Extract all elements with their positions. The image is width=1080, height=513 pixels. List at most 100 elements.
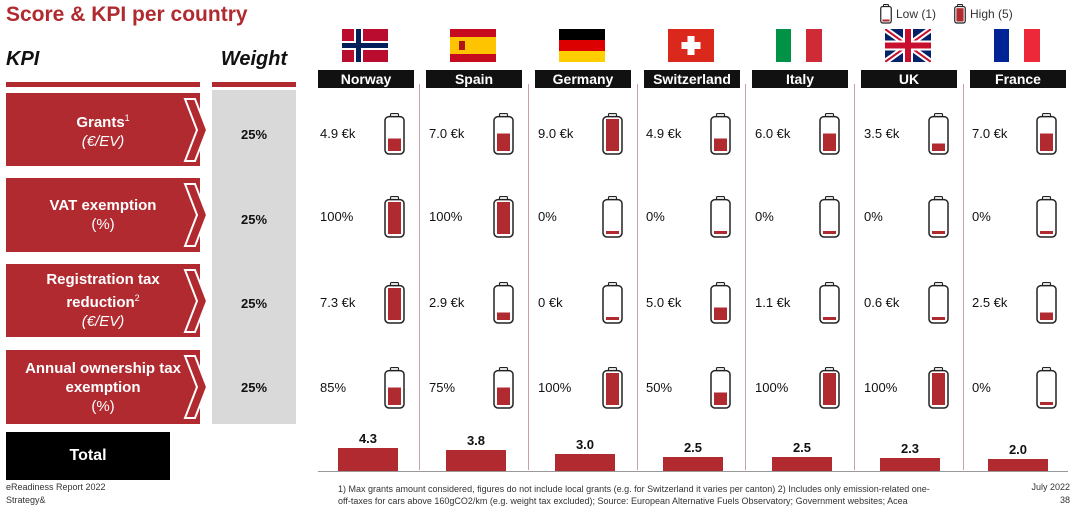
battery-score-icon bbox=[1036, 367, 1057, 409]
battery-fill bbox=[388, 288, 401, 320]
kpi-value-france: 0% bbox=[972, 209, 991, 224]
battery-body bbox=[819, 284, 840, 324]
battery-fill bbox=[388, 202, 401, 234]
total-label: Total bbox=[6, 432, 170, 480]
column-separator bbox=[854, 84, 855, 470]
weight-value: 25% bbox=[240, 212, 268, 227]
chevron-right-icon bbox=[183, 269, 209, 333]
battery-body bbox=[1036, 369, 1057, 409]
kpi-value-germany: 0% bbox=[538, 209, 557, 224]
battery-score-icon bbox=[602, 113, 623, 155]
battery-score-icon bbox=[602, 196, 623, 238]
kpi-value-uk: 3.5 €k bbox=[864, 126, 900, 141]
column-separator bbox=[745, 84, 746, 470]
kpi-unit: (%) bbox=[91, 397, 115, 415]
weight-value: 25% bbox=[240, 380, 268, 395]
battery-fill bbox=[714, 307, 727, 320]
total-bar-switzerland bbox=[663, 457, 723, 471]
battery-score-icon bbox=[384, 196, 405, 238]
weight-header: Weight bbox=[220, 48, 288, 70]
battery-score-icon bbox=[384, 113, 405, 155]
footer-note-line1: 1) Max grants amount considered, figures… bbox=[338, 484, 930, 494]
kpi-name: Grants bbox=[76, 113, 125, 131]
legend-high: High (5) bbox=[954, 4, 1013, 24]
total-value-germany: 3.0 bbox=[575, 437, 595, 452]
battery-body bbox=[602, 284, 623, 324]
kpi-value-germany: 0 €k bbox=[538, 295, 563, 310]
total-bar-uk bbox=[880, 458, 940, 471]
battery-fill bbox=[606, 373, 619, 405]
battery-score-icon bbox=[1036, 113, 1057, 155]
italy-flag-icon bbox=[776, 29, 822, 62]
kpi-name: Registration tax reduction bbox=[46, 271, 160, 311]
battery-body bbox=[928, 284, 949, 324]
kpi-vat-exemption: VAT exemption (%) bbox=[6, 178, 200, 252]
norway-flag-icon bbox=[342, 29, 388, 62]
kpi-unit: (%) bbox=[91, 216, 115, 233]
battery-body bbox=[819, 198, 840, 238]
battery-score-icon bbox=[928, 113, 949, 155]
battery-fill bbox=[823, 317, 836, 320]
battery-score-icon bbox=[384, 367, 405, 409]
battery-fill bbox=[823, 231, 836, 234]
battery-fill bbox=[714, 231, 727, 234]
weight-value: 25% bbox=[240, 296, 268, 311]
battery-fill bbox=[714, 392, 727, 405]
weight-value: 25% bbox=[240, 127, 268, 142]
total-bar-france bbox=[988, 459, 1048, 471]
kpi-header-rule bbox=[6, 82, 200, 87]
france-flag-icon bbox=[994, 29, 1040, 62]
total-value-italy: 2.5 bbox=[792, 440, 812, 455]
battery-fill bbox=[497, 133, 510, 151]
kpi-value-norway: 100% bbox=[320, 209, 354, 224]
battery-score-icon bbox=[493, 196, 514, 238]
country-header-uk: UK bbox=[861, 70, 957, 88]
germany-flag-icon bbox=[559, 29, 605, 62]
battery-score-icon bbox=[819, 196, 840, 238]
legend: Low (1) High (5) bbox=[880, 4, 1031, 24]
totals-baseline bbox=[318, 471, 1068, 472]
kpi-value-switzerland: 4.9 €k bbox=[646, 126, 682, 141]
total-bar-spain bbox=[446, 450, 506, 471]
battery-fill bbox=[497, 202, 510, 234]
battery-score-icon bbox=[602, 282, 623, 324]
total-value-france: 2.0 bbox=[1008, 442, 1028, 457]
battery-score-icon bbox=[819, 282, 840, 324]
battery-score-icon bbox=[819, 113, 840, 155]
country-header-switzerland: Switzerland bbox=[644, 70, 740, 88]
battery-fill bbox=[606, 119, 619, 151]
kpi-value-spain: 2.9 €k bbox=[429, 295, 465, 310]
battery-body bbox=[602, 198, 623, 238]
kpi-annual-ownership-tax: Annual ownership tax exemption (%) bbox=[6, 350, 200, 424]
battery-score-icon bbox=[928, 282, 949, 324]
kpi-grants: Grants1 (€/EV) bbox=[6, 93, 200, 166]
spain-flag-icon bbox=[450, 29, 496, 62]
legend-high-label: High (5) bbox=[970, 7, 1013, 21]
kpi-name: VAT exemption bbox=[49, 197, 157, 214]
battery-score-icon bbox=[602, 367, 623, 409]
footer-date: July 2022 bbox=[1031, 482, 1070, 492]
kpi-value-italy: 100% bbox=[755, 380, 789, 395]
battery-score-icon bbox=[710, 196, 731, 238]
battery-score-icon bbox=[1036, 282, 1057, 324]
kpi-value-switzerland: 5.0 €k bbox=[646, 295, 682, 310]
column-separator bbox=[528, 84, 529, 470]
battery-fill bbox=[1040, 402, 1053, 405]
kpi-footnote-mark: 1 bbox=[124, 112, 130, 123]
legend-low: Low (1) bbox=[880, 4, 936, 24]
battery-score-icon bbox=[493, 367, 514, 409]
footer-page-number: 38 bbox=[1059, 495, 1070, 505]
battery-fill bbox=[1040, 231, 1053, 234]
uk-flag-icon bbox=[885, 29, 931, 62]
battery-body bbox=[710, 198, 731, 238]
kpi-header: KPI bbox=[6, 48, 40, 70]
footer-brand: Strategy& bbox=[6, 495, 46, 505]
column-separator bbox=[419, 84, 420, 470]
battery-score-icon bbox=[928, 367, 949, 409]
battery-fill bbox=[606, 231, 619, 234]
footer-report-name: eReadiness Report 2022 bbox=[6, 482, 106, 492]
country-header-italy: Italy bbox=[752, 70, 848, 88]
battery-score-icon bbox=[710, 367, 731, 409]
kpi-value-france: 0% bbox=[972, 380, 991, 395]
battery-score-icon bbox=[384, 282, 405, 324]
